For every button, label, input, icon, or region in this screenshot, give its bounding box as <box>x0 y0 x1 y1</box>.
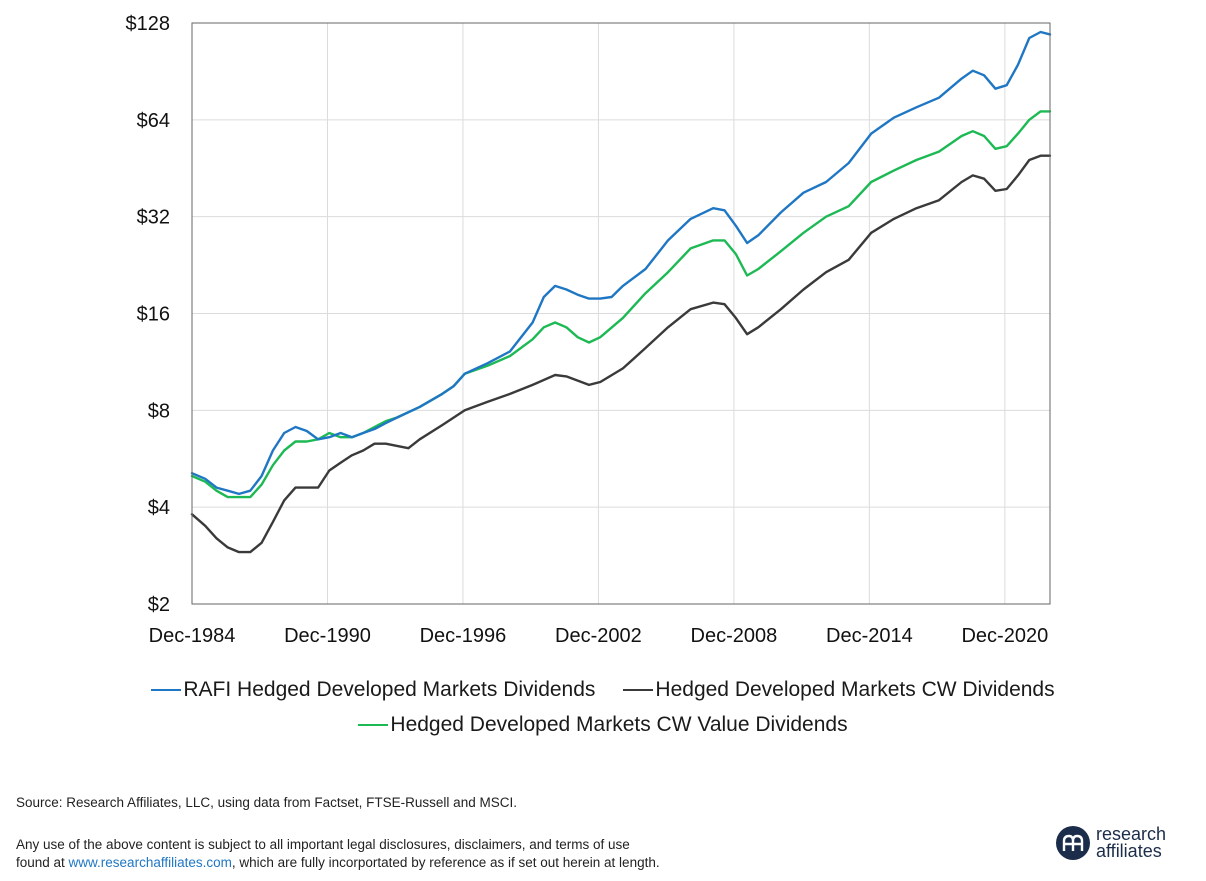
x-tick-label: Dec-2014 <box>826 625 913 647</box>
x-tick-label: Dec-2020 <box>961 625 1048 647</box>
y-tick-label: $64 <box>137 110 170 132</box>
y-tick-label: $2 <box>148 594 170 616</box>
legend-row-1: RAFI Hedged Developed Markets Dividends … <box>0 678 1206 702</box>
x-tick-label: Dec-1990 <box>284 625 371 647</box>
y-axis-tick-labels: $2 $4 $8 $16 $32 $64 $128 <box>126 13 171 616</box>
legend-label-cw-value: Hedged Developed Markets CW Value Divide… <box>390 713 848 736</box>
legend-item-cw: Hedged Developed Markets CW Dividends <box>623 678 1055 702</box>
x-tick-label: Dec-2008 <box>691 625 778 647</box>
disclaimer-line-2: found at www.researchaffiliates.com, whi… <box>16 854 660 872</box>
series-line-2 <box>190 110 1052 499</box>
x-axis-tick-labels: Dec-1984 Dec-1990 Dec-1996 Dec-2002 Dec-2008… <box>149 625 1049 647</box>
website-link[interactable]: www.researchaffiliates.com <box>68 855 232 870</box>
series-line-1 <box>190 154 1052 554</box>
series-line-0 <box>190 30 1052 496</box>
legend: RAFI Hedged Developed Markets Dividends … <box>0 678 1206 737</box>
legend-swatch-cw-value <box>358 724 389 726</box>
grid <box>191 22 1050 605</box>
source-note: Source: Research Affiliates, LLC, using … <box>16 795 517 810</box>
y-tick-label: $16 <box>137 304 170 326</box>
legend-item-rafi: RAFI Hedged Developed Markets Dividends <box>151 678 595 702</box>
x-tick-label: Dec-2002 <box>555 625 642 647</box>
legend-label-cw: Hedged Developed Markets CW Dividends <box>655 678 1055 701</box>
logo-glyph <box>1062 834 1084 851</box>
y-tick-label: $32 <box>137 207 170 229</box>
legend-swatch-cw <box>623 689 654 691</box>
disclaimer-line-1: Any use of the above content is subject … <box>16 837 630 852</box>
disclaimer: Any use of the above content is subject … <box>16 836 660 872</box>
y-tick-label: $128 <box>126 13 171 35</box>
chart: $2$4$8$16$32$64$128 Dec-1984 Dec-1990 Dec-… <box>126 13 1052 647</box>
logo-text-line-1: research <box>1096 824 1167 844</box>
series-lines <box>190 30 1052 554</box>
research-affiliates-logo: research affiliates <box>1056 824 1167 861</box>
legend-swatch-rafi <box>151 689 182 691</box>
y-tick-label: $8 <box>148 400 170 422</box>
logo-wordmark: research affiliates <box>1096 824 1167 861</box>
disclaimer-prefix: found at <box>16 855 69 870</box>
legend-label-rafi: RAFI Hedged Developed Markets Dividends <box>183 678 596 701</box>
disclaimer-suffix: , which are fully incorportated by refer… <box>231 855 660 870</box>
logo-text-line-2: affiliates <box>1096 841 1162 861</box>
legend-row-2: Hedged Developed Markets CW Value Divide… <box>0 713 1206 737</box>
x-tick-label: Dec-1984 <box>149 625 236 647</box>
x-tick-label: Dec-1996 <box>420 625 507 647</box>
plot-frame <box>191 22 1051 605</box>
y-tick-label: $4 <box>148 497 170 519</box>
legend-item-cw-value: Hedged Developed Markets CW Value Divide… <box>358 713 848 737</box>
research-affiliates-logo-mark-icon <box>1056 826 1090 860</box>
